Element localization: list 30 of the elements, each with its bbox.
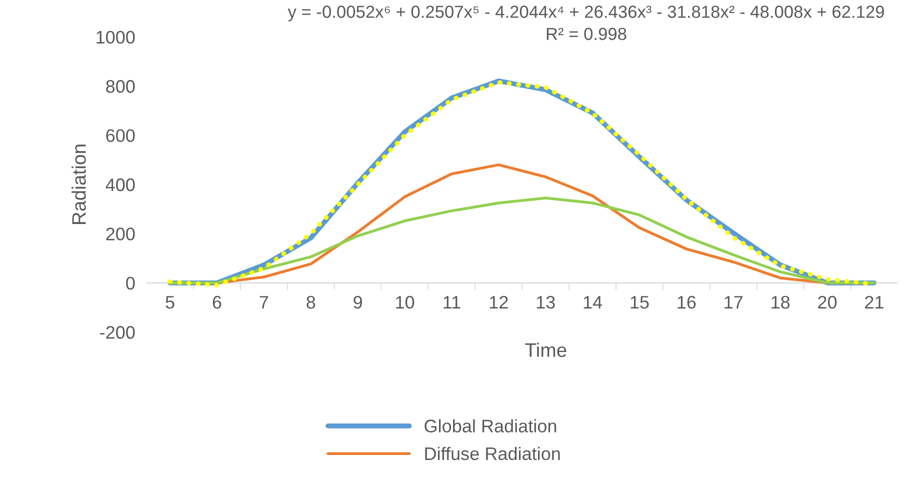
- y-tick-label: -200: [100, 326, 135, 339]
- y-tick-label: 0: [126, 276, 135, 290]
- x-tick-label: 18: [772, 296, 790, 309]
- line-series: [168, 196, 876, 284]
- x-axis-title: Time: [525, 342, 566, 357]
- y-tick-label: 1000: [96, 30, 135, 44]
- legend-label: Global Radiation: [424, 419, 556, 432]
- x-tick-label: 11: [444, 296, 460, 308]
- x-tick-label: 7: [260, 296, 268, 308]
- x-tick-label: 6: [212, 296, 222, 309]
- x-tick-label: 15: [630, 296, 649, 309]
- x-tick-label: 17: [724, 296, 743, 308]
- y-tick-label: 200: [106, 228, 135, 240]
- x-tick-label: 10: [396, 296, 414, 309]
- y-tick-label: 400: [106, 178, 135, 192]
- x-tick-label: 12: [490, 296, 508, 308]
- x-tick-label: 13: [536, 296, 555, 309]
- y-axis-title: Radiation: [72, 144, 86, 224]
- y-tick-label: 600: [106, 129, 135, 142]
- x-tick-label: 21: [865, 296, 884, 308]
- x-tick-label: 5: [166, 296, 174, 309]
- x-tick-label: 14: [584, 296, 602, 308]
- x-tick-label: 9: [354, 296, 362, 309]
- text: y = -0.0052x⁶ + 0.2507x⁵ - 4.2044x⁴ + 26.436x³ - 31.818x² - 48.008x + 62.129: [288, 6, 884, 22]
- x-tick-label: 20: [818, 296, 837, 309]
- legend-label: Diffuse Radiation: [425, 446, 560, 460]
- y-tick-label: 800: [106, 80, 135, 93]
- x-tick-label: 8: [306, 296, 316, 309]
- x-tick-label: 16: [678, 296, 696, 309]
- annotation: R² = 0.998: [546, 28, 626, 40]
